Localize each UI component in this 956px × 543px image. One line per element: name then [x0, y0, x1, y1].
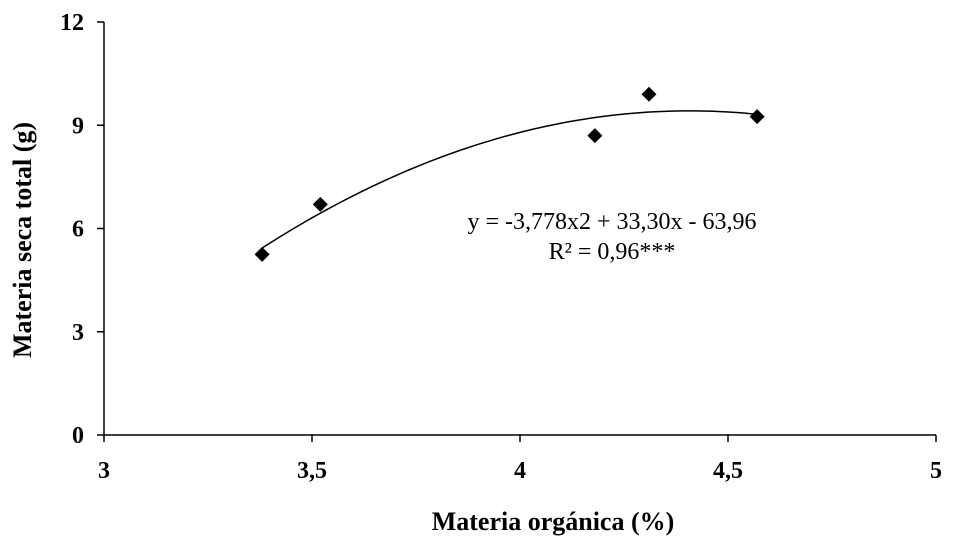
y-tick-label: 0 — [72, 423, 84, 449]
x-ticks: 3 3,5 4 4,5 5 — [98, 435, 942, 484]
x-tick-label: 4 — [514, 458, 526, 484]
x-axis-title: Materia orgánica (%) — [432, 507, 675, 536]
x-tick-label: 3,5 — [297, 458, 327, 484]
trendline — [261, 110, 758, 249]
data-point-marker — [254, 246, 270, 262]
r-squared-label: R² = 0,96*** — [549, 239, 676, 265]
y-tick-label: 3 — [72, 320, 84, 346]
data-point-marker — [587, 128, 603, 144]
data-point-marker — [749, 109, 765, 125]
y-tick-label: 9 — [72, 113, 84, 139]
data-points — [254, 86, 765, 262]
data-point-marker — [641, 86, 657, 102]
y-tick-label: 12 — [60, 10, 84, 36]
equation-label: y = -3,778x2 + 33,30x - 63,96 — [467, 209, 756, 235]
x-tick-label: 4,5 — [713, 458, 743, 484]
y-ticks: 0 3 6 9 12 — [60, 10, 104, 449]
x-tick-label: 3 — [98, 458, 110, 484]
y-tick-label: 6 — [72, 217, 84, 243]
x-tick-label: 5 — [930, 458, 942, 484]
y-axis-title: Materia seca total (g) — [8, 122, 37, 358]
data-point-marker — [312, 196, 328, 212]
